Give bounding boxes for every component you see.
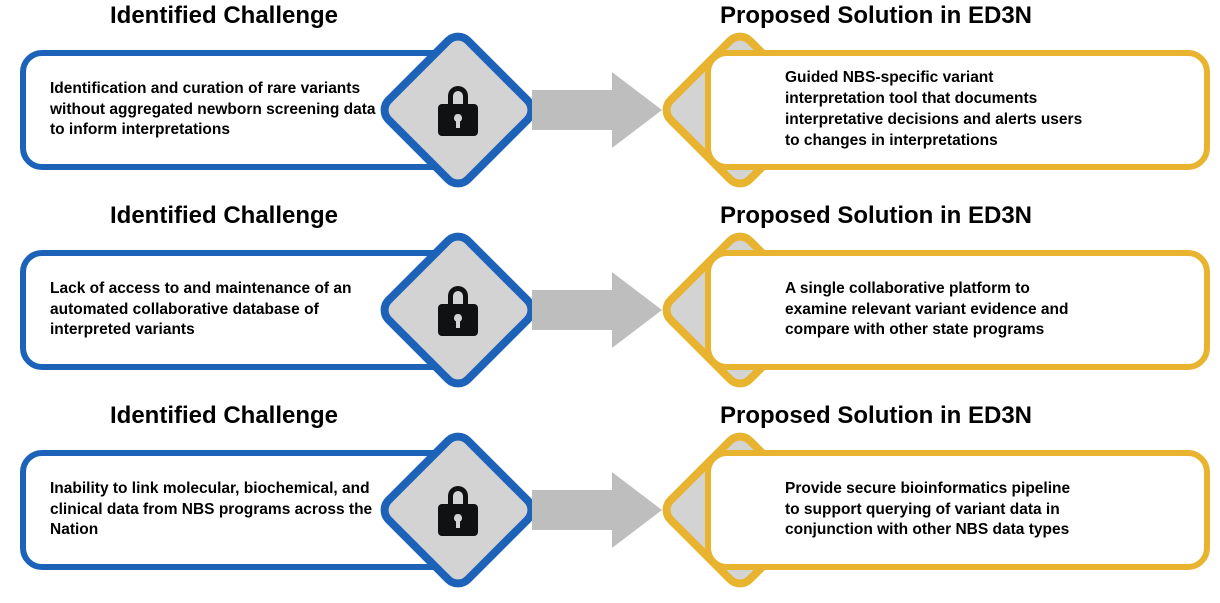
solution-text: A single collaborative platform to exami… <box>735 279 1085 342</box>
solution-text: Provide secure bioinformatics pipeline t… <box>735 479 1085 542</box>
solution-text: Guided NBS-specific variant interpretati… <box>735 68 1085 152</box>
solution-heading: Proposed Solution in ED3N <box>720 402 1032 430</box>
row-2: Identified Challenge Proposed Solution i… <box>0 200 1220 400</box>
arrow-icon <box>532 472 662 548</box>
lock-icon <box>434 82 482 138</box>
challenge-text: Lack of access to and maintenance of an … <box>50 279 380 342</box>
challenge-text: Identification and curation of rare vari… <box>50 79 380 142</box>
solution-heading: Proposed Solution in ED3N <box>720 202 1032 230</box>
solution-card: A single collaborative platform to exami… <box>705 250 1210 370</box>
row-1: Identified Challenge Proposed Solution i… <box>0 0 1220 200</box>
challenge-heading: Identified Challenge <box>110 402 338 430</box>
solution-heading: Proposed Solution in ED3N <box>720 2 1032 30</box>
solution-card: Provide secure bioinformatics pipeline t… <box>705 450 1210 570</box>
solution-card: Guided NBS-specific variant interpretati… <box>705 50 1210 170</box>
lock-icon <box>434 482 482 538</box>
row-3: Identified Challenge Proposed Solution i… <box>0 400 1220 600</box>
challenge-heading: Identified Challenge <box>110 202 338 230</box>
arrow-icon <box>532 272 662 348</box>
lock-icon <box>434 282 482 338</box>
challenge-heading: Identified Challenge <box>110 2 338 30</box>
challenge-text: Inability to link molecular, biochemical… <box>50 479 380 542</box>
arrow-icon <box>532 72 662 148</box>
